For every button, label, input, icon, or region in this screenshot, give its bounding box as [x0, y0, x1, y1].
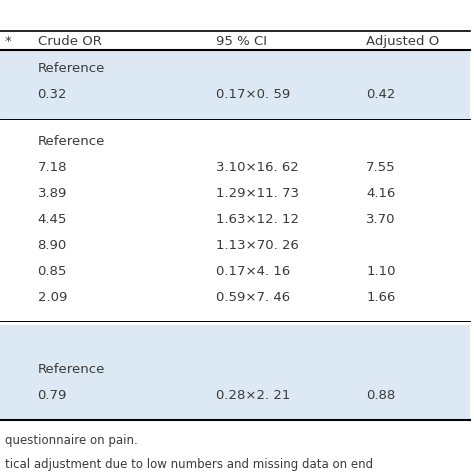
Text: 4.16: 4.16 — [366, 187, 396, 200]
Text: 0.28×2. 21: 0.28×2. 21 — [216, 389, 291, 402]
Text: Reference: Reference — [37, 135, 105, 148]
Text: 1.63×12. 12: 1.63×12. 12 — [216, 213, 299, 226]
FancyBboxPatch shape — [0, 50, 470, 118]
Text: 95 % CI: 95 % CI — [216, 36, 267, 48]
Text: 0.79: 0.79 — [37, 389, 67, 402]
Text: *: * — [5, 36, 11, 48]
Text: Reference: Reference — [37, 62, 105, 75]
Text: 0.42: 0.42 — [366, 88, 396, 101]
FancyBboxPatch shape — [0, 122, 470, 321]
Text: tical adjustment due to low numbers and missing data on end: tical adjustment due to low numbers and … — [5, 458, 373, 471]
Text: 8.90: 8.90 — [37, 238, 67, 252]
Text: 1.13×70. 26: 1.13×70. 26 — [216, 238, 299, 252]
Text: 0.85: 0.85 — [37, 264, 67, 278]
Text: 3.70: 3.70 — [366, 213, 396, 226]
Text: 4.45: 4.45 — [37, 213, 67, 226]
Text: 0.32: 0.32 — [37, 88, 67, 101]
Text: Adjusted O: Adjusted O — [366, 36, 439, 48]
Text: 1.66: 1.66 — [366, 291, 396, 303]
Text: 7.18: 7.18 — [37, 161, 67, 173]
Text: questionnaire on pain.: questionnaire on pain. — [5, 434, 137, 447]
Text: Reference: Reference — [37, 364, 105, 376]
Text: Crude OR: Crude OR — [37, 36, 101, 48]
Text: 2.09: 2.09 — [37, 291, 67, 303]
Text: 0.88: 0.88 — [366, 389, 395, 402]
Text: 0.17×0. 59: 0.17×0. 59 — [216, 88, 290, 101]
Text: 3.89: 3.89 — [37, 187, 67, 200]
Text: 1.29×11. 73: 1.29×11. 73 — [216, 187, 299, 200]
Text: 0.17×4. 16: 0.17×4. 16 — [216, 264, 290, 278]
Text: 1.10: 1.10 — [366, 264, 396, 278]
FancyBboxPatch shape — [0, 325, 470, 420]
Text: 7.55: 7.55 — [366, 161, 396, 173]
Text: 3.10×16. 62: 3.10×16. 62 — [216, 161, 299, 173]
Text: 0.59×7. 46: 0.59×7. 46 — [216, 291, 290, 303]
